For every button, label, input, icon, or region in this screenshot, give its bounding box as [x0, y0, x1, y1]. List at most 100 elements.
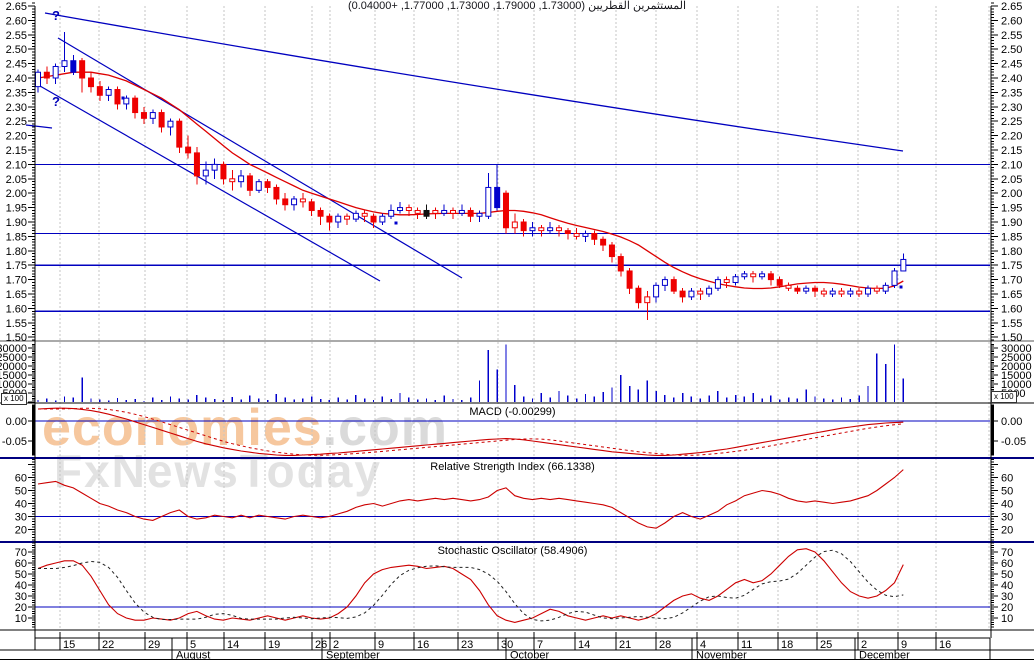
svg-text:1.55: 1.55 [1001, 318, 1022, 330]
candle [397, 207, 404, 211]
svg-text:1.65: 1.65 [6, 289, 27, 301]
candle [653, 284, 660, 298]
candle [35, 71, 41, 88]
svg-text:15: 15 [63, 639, 75, 651]
candle [820, 290, 827, 295]
candle [573, 233, 580, 237]
candle [458, 209, 465, 214]
candle [344, 215, 351, 220]
svg-text:2.45: 2.45 [1001, 59, 1022, 71]
svg-text:10000: 10000 [0, 379, 27, 391]
svg-text:1.50: 1.50 [6, 332, 27, 344]
svg-text:15000: 15000 [0, 370, 27, 382]
svg-text:30: 30 [15, 591, 27, 603]
candle [873, 287, 880, 292]
candle [661, 279, 668, 286]
candle [229, 178, 236, 183]
svg-text:2.60: 2.60 [1001, 15, 1022, 27]
svg-text:19: 19 [268, 639, 280, 651]
svg-text:40: 40 [15, 499, 27, 511]
svg-text:2.00: 2.00 [6, 188, 27, 200]
svg-text:0.00: 0.00 [6, 416, 27, 428]
candle [432, 209, 439, 214]
candle [255, 181, 262, 191]
svg-text:30000: 30000 [0, 343, 27, 355]
moving-average-line [37, 71, 904, 290]
svg-text:20: 20 [15, 525, 27, 537]
svg-text:30: 30 [1001, 591, 1013, 603]
svg-text:2.60: 2.60 [6, 15, 27, 27]
svg-text:November: November [696, 650, 747, 660]
svg-text:2.45: 2.45 [6, 59, 27, 71]
candle [114, 89, 121, 105]
svg-text:2.15: 2.15 [1001, 145, 1022, 157]
svg-text:2: 2 [333, 639, 339, 651]
svg-text:2.20: 2.20 [6, 131, 27, 143]
svg-text:1.80: 1.80 [6, 246, 27, 258]
annotations: ?? [52, 8, 903, 289]
svg-text:1.85: 1.85 [1001, 231, 1022, 243]
candle [555, 227, 562, 232]
candle [891, 270, 898, 286]
marker-dot [899, 285, 903, 289]
svg-text:?: ? [52, 8, 60, 23]
candle [635, 287, 642, 304]
candle [882, 284, 889, 292]
candle [617, 256, 624, 272]
svg-text:7: 7 [537, 639, 543, 651]
vertical-gridlines [59, 6, 990, 630]
candle [476, 212, 483, 217]
rsi-line [37, 469, 904, 529]
svg-text:1.70: 1.70 [1001, 275, 1022, 287]
candle [741, 273, 748, 278]
svg-text:2.30: 2.30 [6, 102, 27, 114]
candle [750, 273, 757, 278]
svg-text:1.55: 1.55 [6, 318, 27, 330]
svg-text:40: 40 [1001, 499, 1013, 511]
macd-panel-title: MACD (-0.00299) [469, 406, 556, 418]
svg-text:60: 60 [1001, 473, 1013, 485]
candle [591, 233, 598, 240]
svg-text:1.70: 1.70 [6, 275, 27, 287]
candle [96, 86, 103, 96]
svg-text:16: 16 [939, 639, 951, 651]
rsi-panel-title: Relative Strength Index (66.1338) [430, 461, 595, 473]
candle [423, 209, 430, 217]
candle [626, 270, 633, 289]
candle [847, 290, 854, 295]
candle [43, 71, 50, 79]
watermark-economies: economies.com [42, 402, 448, 454]
candle [70, 60, 77, 73]
candle [273, 186, 280, 200]
candle [441, 209, 448, 214]
svg-text:2.35: 2.35 [6, 87, 27, 99]
svg-text:2: 2 [861, 639, 867, 651]
candle [608, 244, 615, 258]
candle [697, 290, 704, 295]
svg-text:30: 30 [501, 639, 513, 651]
candle [564, 230, 571, 235]
svg-text:20000: 20000 [1001, 361, 1032, 373]
svg-text:4: 4 [700, 639, 706, 651]
svg-text:1.85: 1.85 [6, 231, 27, 243]
svg-text:2.40: 2.40 [1001, 73, 1022, 85]
candle [838, 290, 845, 295]
candle [467, 209, 474, 217]
support-resistance-lines [35, 163, 990, 608]
svg-text:1.60: 1.60 [6, 303, 27, 315]
candle [379, 215, 386, 223]
candle [61, 60, 68, 67]
candle [132, 97, 139, 114]
svg-text:?: ? [52, 94, 60, 109]
svg-text:1.80: 1.80 [1001, 246, 1022, 258]
svg-text:1.95: 1.95 [6, 203, 27, 215]
candle [149, 112, 156, 119]
candle [812, 287, 819, 292]
chart-title: المستثمرين القطريين (1.73000, 1.79000, 1… [347, 0, 687, 12]
candle [326, 215, 333, 223]
svg-text:9: 9 [901, 639, 907, 651]
svg-text:22: 22 [102, 639, 114, 651]
svg-text:2.65: 2.65 [6, 1, 27, 13]
